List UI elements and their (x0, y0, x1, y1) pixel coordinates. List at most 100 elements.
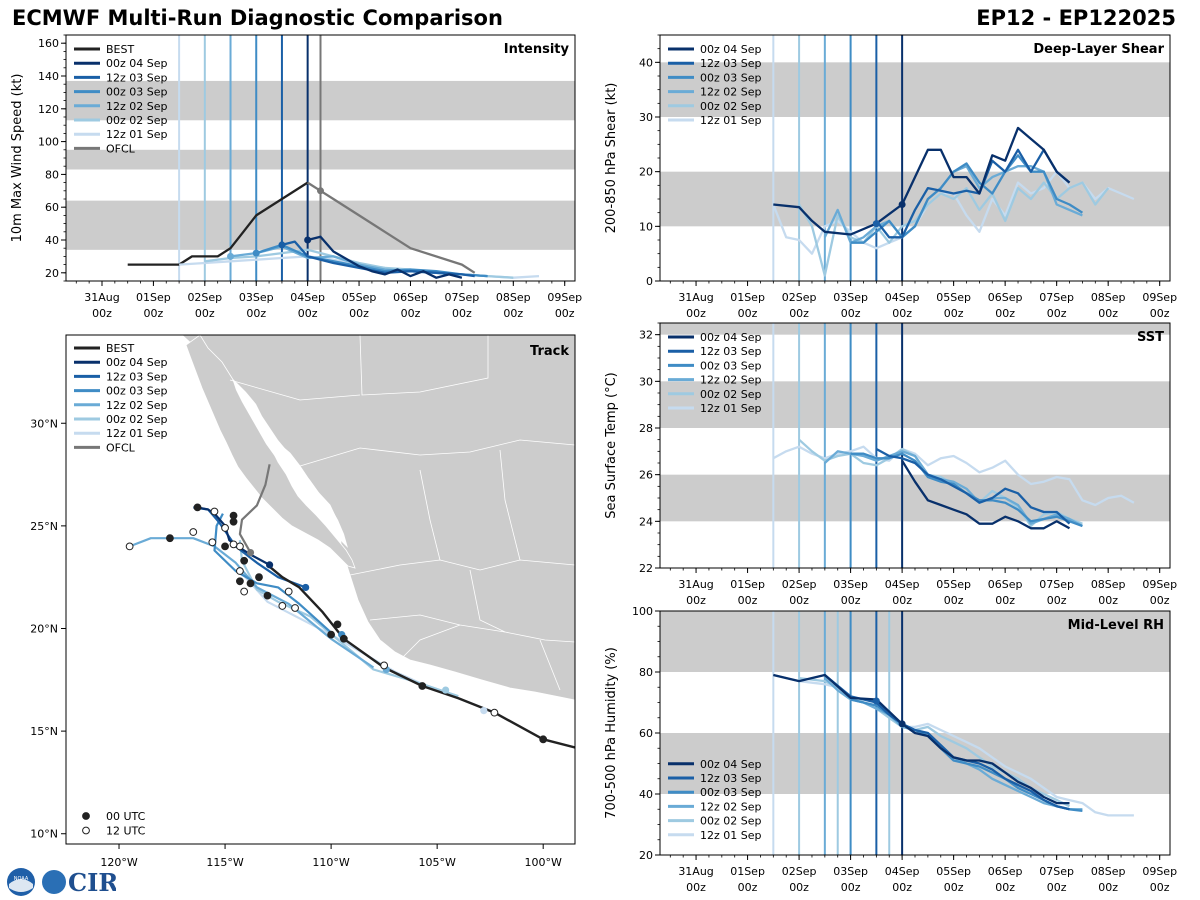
shear-xtick-sublabel: 00z (1098, 307, 1118, 320)
intensity-legend-label: 12z 01 Sep (106, 128, 168, 141)
intensity-xtick-sublabel: 00z (144, 307, 164, 320)
intensity-legend-label: 00z 03 Sep (106, 86, 168, 99)
shear-xtick-label: 31Aug (678, 291, 713, 304)
intensity-legend-label: 12z 03 Sep (106, 71, 168, 84)
rh-xtick-sublabel: 00z (1150, 881, 1170, 894)
intensity-ytick-label: 20 (45, 267, 59, 280)
track-marker-legend-label: 00 UTC (106, 810, 146, 823)
rh-legend-label: 00z 04 Sep (700, 758, 762, 771)
track-best-point-15 (193, 503, 202, 512)
track-plot-area (125, 464, 575, 749)
sst-xtick-sublabel: 00z (944, 594, 964, 607)
sst-xtick-label: 07Sep (1039, 578, 1074, 591)
rh-ylabel: 700-500 hPa Humidity (%) (604, 647, 619, 819)
shear-legend-label: 12z 01 Sep (700, 114, 762, 127)
intensity-xtick-label: 06Sep (393, 291, 428, 304)
rh-band-0 (660, 733, 1170, 794)
rh-xtick-sublabel: 00z (944, 881, 964, 894)
intensity-marker-4 (317, 187, 324, 195)
shear-xtick-label: 07Sep (1039, 291, 1074, 304)
rh-xtick-label: 05Sep (936, 865, 971, 878)
rh-marker-0 (872, 697, 880, 705)
rh-xtick-sublabel: 00z (686, 881, 706, 894)
sst-ytick-label: 28 (639, 422, 653, 435)
sst-xtick-label: 09Sep (1142, 578, 1177, 591)
intensity-marker-3 (304, 236, 312, 244)
intensity-xtick-sublabel: 00z (92, 307, 112, 320)
page-title: ECMWF Multi-Run Diagnostic Comparison (12, 6, 503, 30)
track-best-point-11 (236, 577, 244, 586)
intensity-ytick-label: 120 (38, 103, 59, 116)
track-ytick-label: 10°N (30, 828, 58, 841)
sst-ytick-label: 30 (639, 375, 653, 388)
track-best-point-7 (255, 573, 263, 582)
rh-band-1 (660, 611, 1170, 672)
track-legend-label: OFCL (106, 441, 136, 454)
intensity-xtick-sublabel: 00z (298, 307, 318, 320)
sst-xtick-sublabel: 00z (892, 594, 912, 607)
shear-legend-label: 00z 04 Sep (700, 43, 762, 56)
track-best-point-4 (339, 634, 348, 643)
shear-legend-label: 12z 02 Sep (700, 86, 762, 99)
track-title: Track (530, 344, 569, 359)
track-legend-label: 00z 04 Sep (106, 356, 168, 369)
rh-xtick-label: 02Sep (782, 865, 817, 878)
track-legend-label: 12z 02 Sep (106, 399, 168, 412)
rh-xtick-sublabel: 00z (1098, 881, 1118, 894)
track-best-point-0 (539, 735, 548, 744)
rh-legend-label: 00z 02 Sep (700, 815, 762, 828)
intensity-xtick-sublabel: 00z (503, 307, 523, 320)
rh-ytick-label: 20 (639, 849, 653, 862)
rh-legend-label: 12z 01 Sep (700, 829, 762, 842)
track-best-point-2 (418, 682, 427, 690)
intensity-xtick-sublabel: 00z (555, 307, 575, 320)
sst-legend-label: 00z 03 Sep (700, 359, 762, 372)
track-best-point-14 (229, 511, 238, 520)
rh-xtick-label: 07Sep (1039, 865, 1074, 878)
track-best-point-19 (284, 587, 293, 596)
shear-marker-1 (898, 200, 906, 208)
shear-band-1 (660, 62, 1170, 117)
shear-plot-area (660, 35, 1170, 281)
intensity-xtick-label: 03Sep (239, 291, 274, 304)
cira-logo-text: CIRA (68, 868, 116, 897)
rh-xtick-label: 09Sep (1142, 865, 1177, 878)
noaa-badge-text: NOAA (14, 876, 29, 882)
rh-xtick-label: 01Sep (730, 865, 765, 878)
intensity-xtick-sublabel: 00z (349, 307, 369, 320)
track-init-point-1 (302, 583, 310, 592)
sst-xtick-sublabel: 00z (1047, 594, 1067, 607)
track-marker-legend-symbol (82, 826, 90, 835)
track-series-00z-03-Sep (213, 513, 332, 634)
shear-xtick-label: 06Sep (988, 291, 1023, 304)
shear-ylabel: 200-850 hPa Shear (kt) (604, 83, 619, 234)
sst-legend-label: 12z 01 Sep (700, 402, 762, 415)
shear-ytick-label: 40 (639, 56, 653, 69)
shear-xtick-label: 03Sep (833, 291, 868, 304)
shear-xtick-sublabel: 00z (1047, 307, 1067, 320)
track-xtick-label: 115°W (206, 856, 243, 869)
track-best-point-12 (221, 542, 229, 551)
intensity-plot-area (66, 35, 575, 281)
intensity-xtick-sublabel: 00z (246, 307, 266, 320)
sst-xtick-label: 02Sep (782, 578, 817, 591)
rh-title: Mid-Level RH (1068, 618, 1164, 633)
shear-xtick-sublabel: 00z (944, 307, 964, 320)
sst-ytick-label: 32 (639, 329, 653, 342)
track-xtick-label: 100°W (525, 856, 562, 869)
rh-xtick-label: 31Aug (678, 865, 713, 878)
intensity-xtick-label: 02Sep (187, 291, 222, 304)
track-best-point-22 (236, 542, 244, 551)
rh-xtick-sublabel: 00z (892, 881, 912, 894)
sst-legend-label: 00z 04 Sep (700, 331, 762, 344)
rh-ytick-label: 100 (632, 605, 653, 618)
track-best-point-25 (210, 507, 219, 516)
track-best-point-27 (189, 528, 198, 536)
intensity-ytick-label: 80 (45, 168, 59, 181)
intensity-xtick-label: 07Sep (445, 291, 480, 304)
sst-legend-label: 00z 02 Sep (700, 388, 762, 401)
sst-xtick-sublabel: 00z (995, 594, 1015, 607)
shear-series-12z-03-Sep (875, 148, 1071, 239)
shear-band-0 (660, 171, 1170, 227)
